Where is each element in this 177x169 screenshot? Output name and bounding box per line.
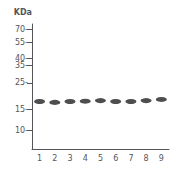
svg-text:7: 7	[128, 154, 133, 163]
svg-text:5: 5	[98, 154, 103, 163]
svg-text:70-: 70-	[15, 25, 28, 34]
svg-text:8: 8	[144, 154, 149, 163]
svg-text:2: 2	[52, 154, 57, 163]
svg-text:9: 9	[159, 154, 164, 163]
svg-text:55-: 55-	[15, 38, 28, 47]
svg-text:3: 3	[68, 154, 73, 163]
svg-text:35-: 35-	[14, 61, 28, 71]
svg-text:1: 1	[37, 154, 42, 163]
svg-text:6: 6	[113, 154, 118, 163]
svg-text:15-: 15-	[15, 105, 28, 114]
svg-text:10-: 10-	[15, 126, 28, 135]
svg-text:4: 4	[83, 154, 88, 163]
svg-text:KDa: KDa	[14, 8, 32, 17]
svg-text:40-: 40-	[15, 54, 28, 63]
svg-text:25-: 25-	[15, 78, 28, 87]
